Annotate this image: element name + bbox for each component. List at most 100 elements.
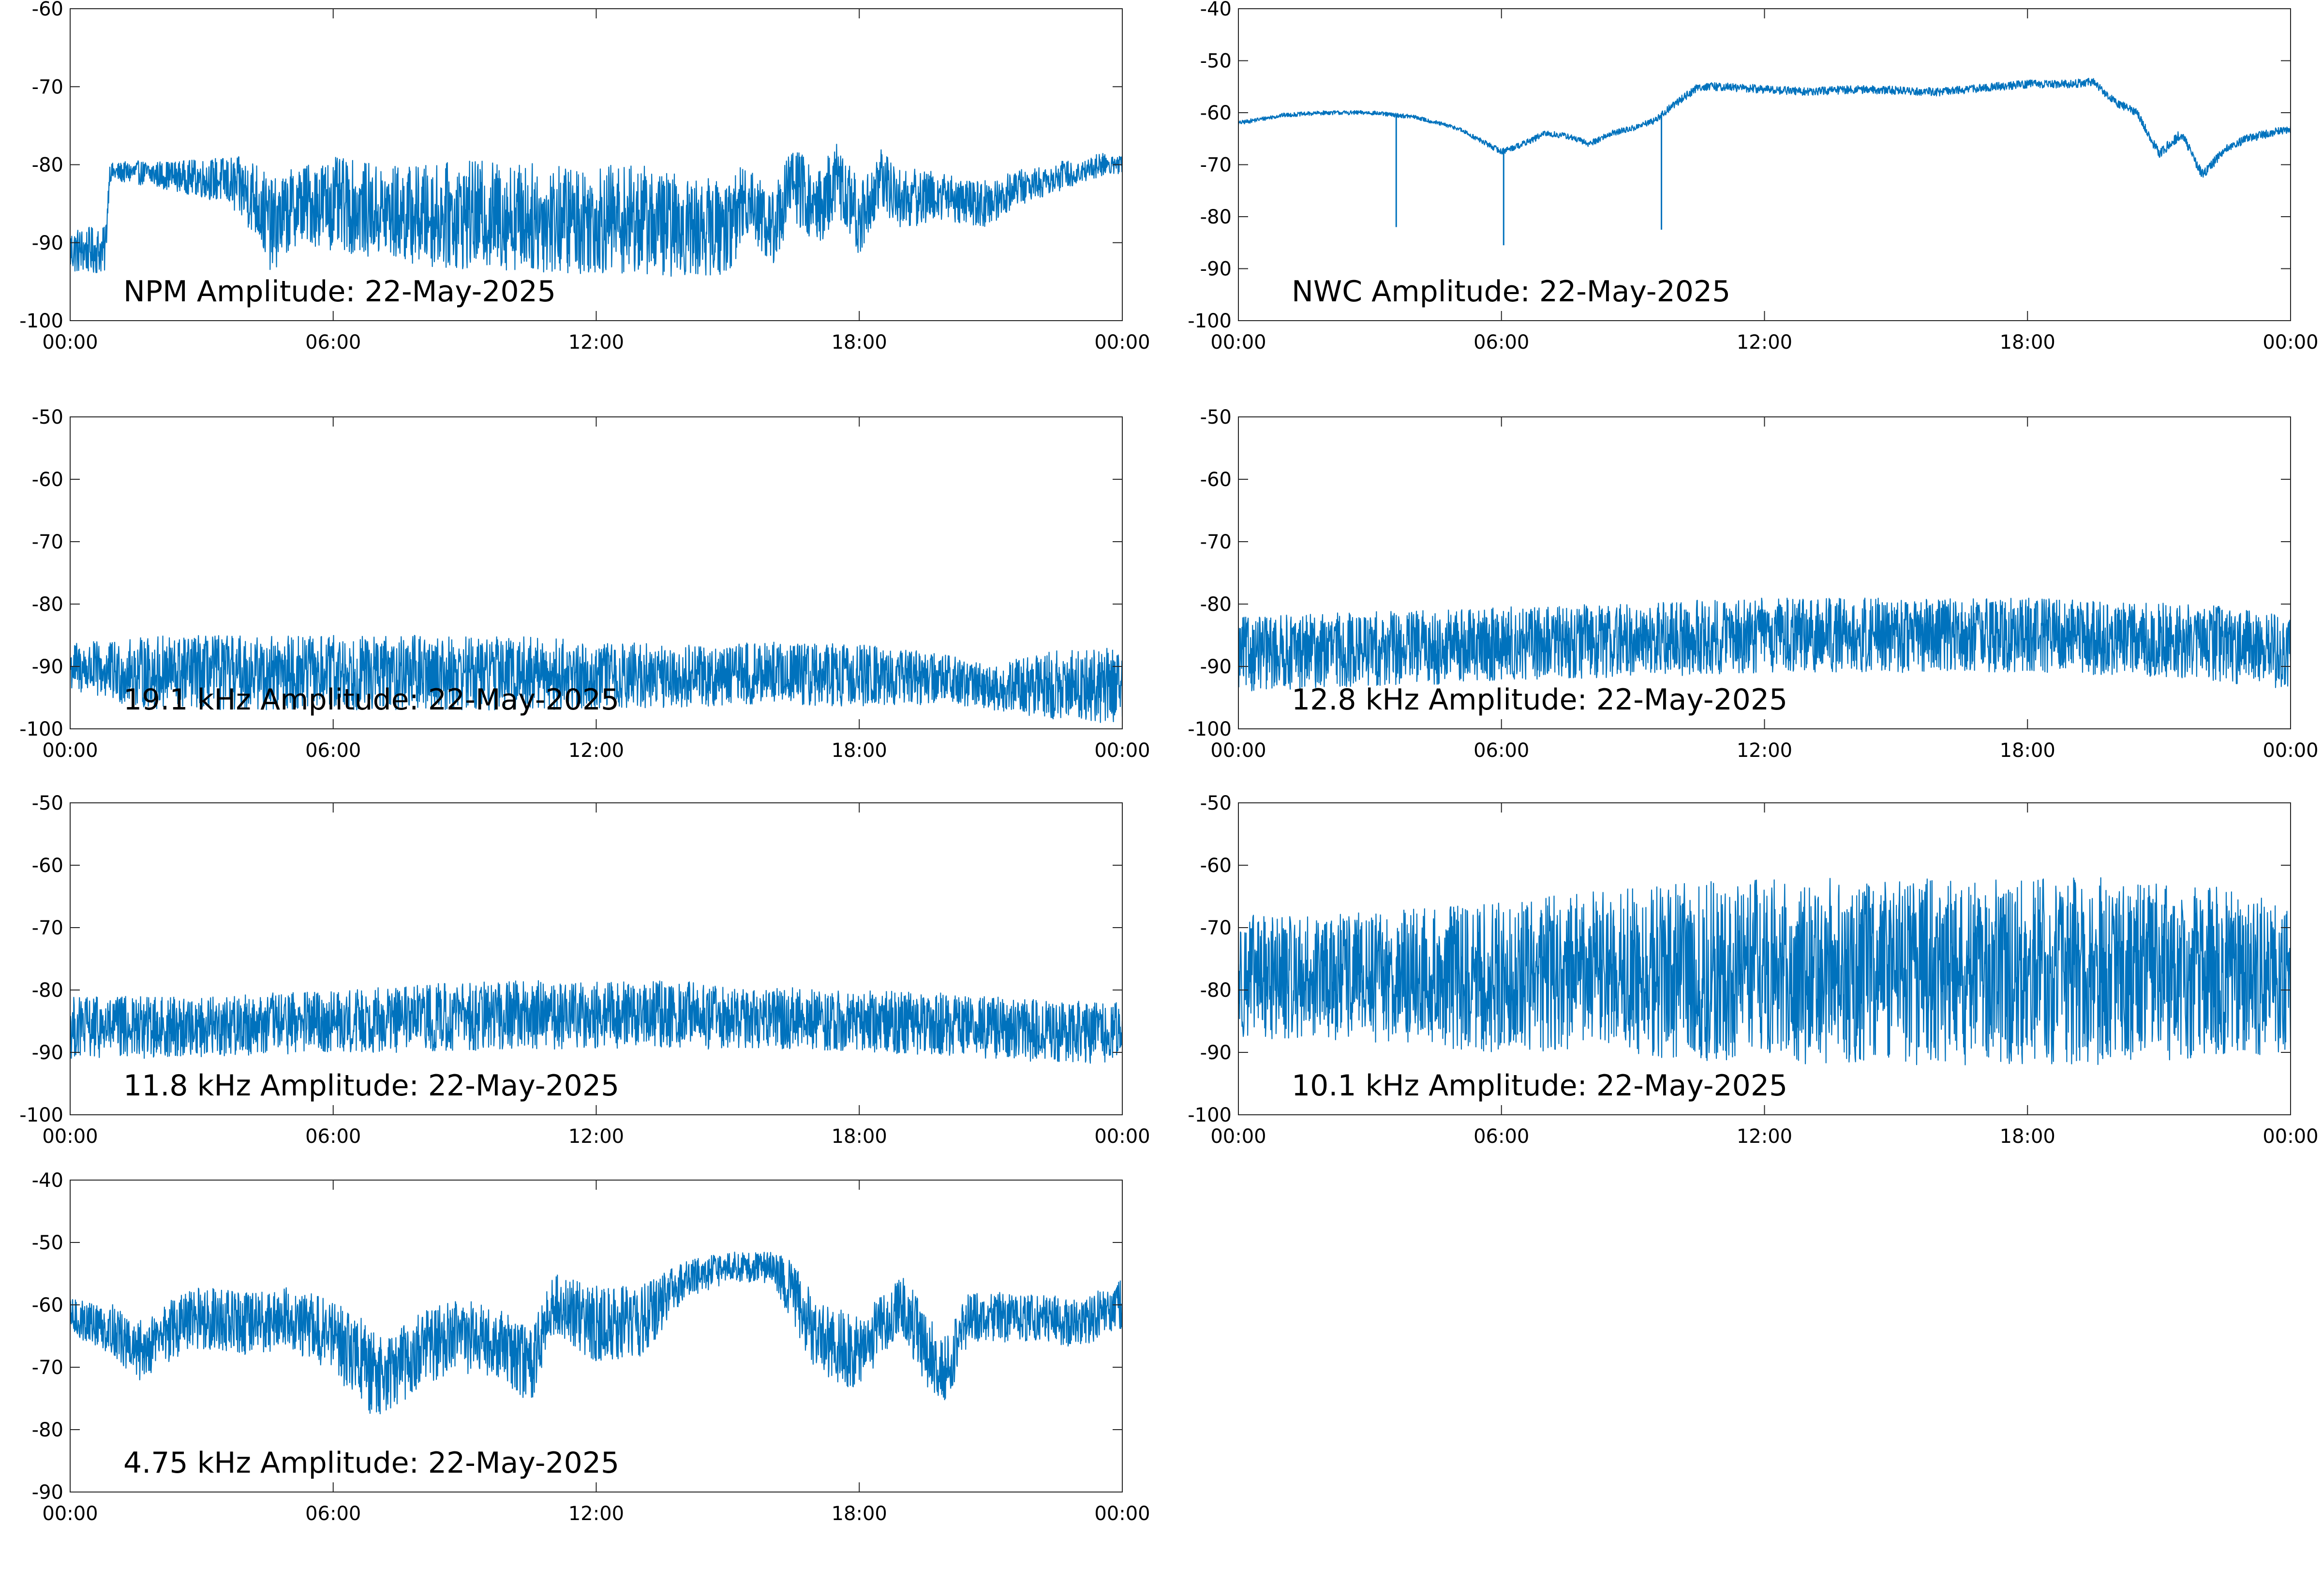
series-line-f12_8 [1238,597,2291,692]
y-tick-label: -90 [1200,1042,1232,1064]
y-tick-label: -50 [32,1232,63,1254]
x-tick-label: 00:00 [1094,1503,1150,1525]
x-tick-label: 18:00 [832,1125,887,1148]
x-tick-label: 12:00 [1737,331,1792,354]
y-tick-label: -90 [32,1042,63,1064]
x-tick-label: 18:00 [832,1503,887,1525]
chart-annotation: NWC Amplitude: 22-May-2025 [1292,275,1730,309]
chart-annotation: 11.8 kHz Amplitude: 22-May-2025 [123,1069,619,1103]
chart-annotation: 19.1 kHz Amplitude: 22-May-2025 [123,683,619,717]
x-tick-label: 00:00 [1094,1125,1150,1148]
x-tick-label: 00:00 [2262,331,2318,354]
series-line-f4_75 [70,1251,1122,1415]
y-tick-label: -40 [1200,0,1232,20]
y-tick-label: -60 [1200,102,1232,124]
x-tick-label: 00:00 [42,1503,98,1525]
x-tick-label: 12:00 [568,1503,624,1525]
y-tick-label: -60 [1200,855,1232,877]
x-tick-label: 06:00 [305,1125,361,1148]
y-tick-label: -70 [1200,531,1232,553]
y-tick-label: -70 [32,917,63,939]
series-line-f19_1 [70,635,1122,723]
x-tick-label: 06:00 [1474,331,1529,354]
y-tick-label: -50 [1200,792,1232,814]
series-line-f10_1 [1238,877,2291,1065]
y-tick-label: -60 [32,855,63,877]
y-tick-label: -80 [32,1419,63,1441]
plot-area [70,803,1122,1115]
x-tick-label: 00:00 [1210,331,1266,354]
x-tick-label: 00:00 [1210,1125,1266,1148]
x-tick-label: 12:00 [1737,1125,1792,1148]
y-tick-label: -80 [32,979,63,1002]
y-tick-label: -90 [1200,258,1232,281]
x-tick-label: 00:00 [2262,1125,2318,1148]
x-tick-label: 18:00 [2000,739,2055,762]
y-tick-label: -80 [1200,979,1232,1002]
series-line-nwc [1238,77,2291,178]
chart-annotation: NPM Amplitude: 22-May-2025 [123,275,556,309]
x-tick-label: 06:00 [1474,739,1529,762]
y-tick-label: -50 [1200,406,1232,429]
chart-panel-f11_8: 00:00 06:00 12:00 18:00 00:00-100-90-80-70-6… [19,792,1150,1148]
chart-panel-f19_1: 00:00 06:00 12:00 18:00 00:00-100-90-80-70-6… [19,406,1150,762]
x-tick-label: 12:00 [568,739,624,762]
x-tick-label: 00:00 [1094,739,1150,762]
chart-annotation: 12.8 kHz Amplitude: 22-May-2025 [1292,683,1787,717]
y-tick-label: -50 [32,406,63,429]
y-tick-label: -80 [32,593,63,616]
y-tick-label: -40 [32,1169,63,1192]
x-tick-label: 12:00 [568,331,624,354]
x-tick-label: 12:00 [1737,739,1792,762]
x-tick-label: 00:00 [1210,739,1266,762]
chart-panel-f12_8: 00:00 06:00 12:00 18:00 00:00-100-90-80-70-6… [1188,406,2318,762]
y-tick-label: -70 [1200,917,1232,939]
y-tick-label: -100 [19,1104,63,1126]
y-tick-label: -80 [1200,206,1232,228]
y-tick-label: -90 [32,232,63,254]
x-tick-label: 00:00 [42,1125,98,1148]
y-tick-label: -70 [1200,154,1232,177]
y-tick-label: -100 [1188,310,1232,332]
y-tick-label: -100 [1188,1104,1232,1126]
chart-panel-f10_1: 00:00 06:00 12:00 18:00 00:00-100-90-80-70-6… [1188,792,2318,1148]
series-line-f11_8 [70,980,1122,1064]
y-tick-label: -100 [1188,718,1232,740]
x-tick-label: 18:00 [2000,331,2055,354]
y-tick-label: -90 [1200,656,1232,678]
chart-panel-f4_75: 00:00 06:00 12:00 18:00 00:00-90-80-70-60-50… [32,1169,1150,1525]
chart-panel-nwc: 00:00 06:00 12:00 18:00 00:00-100-90-80-70-6… [1188,0,2318,354]
x-tick-label: 06:00 [305,1503,361,1525]
y-tick-label: -80 [32,154,63,177]
y-tick-label: -60 [32,1294,63,1316]
x-tick-label: 00:00 [42,739,98,762]
y-tick-label: -100 [19,310,63,332]
y-tick-label: -50 [1200,50,1232,73]
y-tick-label: -60 [1200,469,1232,491]
x-tick-label: 18:00 [2000,1125,2055,1148]
y-tick-label: -70 [32,76,63,98]
plot-area [1238,9,2291,321]
plot-area [1238,417,2291,729]
chart-annotation: 10.1 kHz Amplitude: 22-May-2025 [1292,1069,1787,1103]
x-tick-label: 18:00 [832,331,887,354]
y-tick-label: -70 [32,1357,63,1379]
plot-area [70,9,1122,321]
y-tick-label: -80 [1200,593,1232,616]
x-tick-label: 06:00 [305,331,361,354]
y-tick-label: -60 [32,0,63,20]
x-tick-label: 06:00 [305,739,361,762]
x-tick-label: 12:00 [568,1125,624,1148]
y-tick-label: -100 [19,718,63,740]
y-tick-label: -90 [32,656,63,678]
x-tick-label: 06:00 [1474,1125,1529,1148]
x-tick-label: 00:00 [1094,331,1150,354]
chart-panel-npm: 00:00 06:00 12:00 18:00 00:00-100-90-80-70-6… [19,0,1150,354]
x-tick-label: 18:00 [832,739,887,762]
x-tick-label: 00:00 [2262,739,2318,762]
y-tick-label: -70 [32,531,63,553]
chart-annotation: 4.75 kHz Amplitude: 22-May-2025 [123,1446,619,1480]
y-tick-label: -90 [32,1481,63,1504]
series-line-npm [70,144,1122,277]
